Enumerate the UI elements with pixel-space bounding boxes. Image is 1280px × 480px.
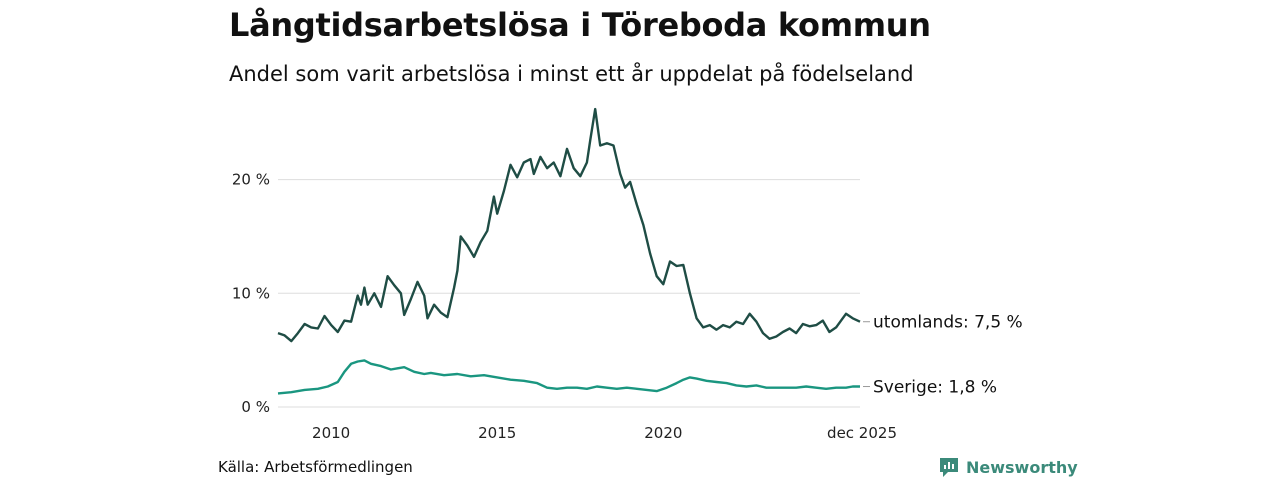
chart-title: Långtidsarbetslösa i Töreboda kommun (229, 6, 931, 44)
series-line-utomlands (277, 107, 861, 343)
y-tick-label: 0 % (241, 398, 270, 416)
brand-logo[interactable]: Newsworthy (938, 455, 1078, 479)
series-end-label-sverige: Sverige: 1,8 % (873, 378, 997, 398)
x-tick-label: 2020 (644, 424, 682, 442)
x-tick-label: 2015 (478, 424, 516, 442)
x-tick-label: dec 2025 (827, 424, 897, 442)
brand-name: Newsworthy (966, 457, 1078, 477)
y-tick-label: 20 % (232, 171, 270, 189)
y-tick-label: 10 % (232, 284, 270, 302)
newsworthy-logo-icon (940, 458, 958, 477)
series-end-label-utomlands: utomlands: 7,5 % (873, 313, 1023, 333)
series-line-sverige (277, 359, 860, 395)
chart-subtitle: Andel som varit arbetslösa i minst ett å… (229, 62, 914, 86)
source-note: Källa: Arbetsförmedlingen (218, 458, 413, 476)
x-tick-label: 2010 (312, 424, 350, 442)
